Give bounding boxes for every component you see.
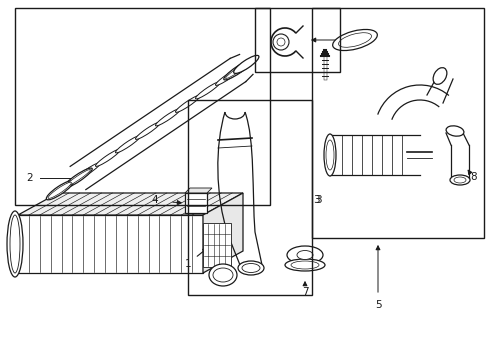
Ellipse shape	[449, 175, 469, 185]
Text: 7: 7	[301, 287, 307, 297]
Ellipse shape	[75, 163, 101, 180]
Text: 2: 2	[27, 173, 33, 183]
Ellipse shape	[432, 68, 446, 84]
Ellipse shape	[332, 30, 377, 50]
Bar	[254, 8, 339, 72]
Bar	[311, 8, 483, 238]
Polygon shape	[184, 188, 212, 193]
Ellipse shape	[215, 68, 240, 85]
Ellipse shape	[225, 62, 250, 78]
Ellipse shape	[338, 33, 371, 47]
Polygon shape	[203, 193, 243, 273]
Ellipse shape	[213, 268, 232, 282]
Bar	[15, 8, 269, 205]
Ellipse shape	[155, 109, 180, 126]
Ellipse shape	[63, 168, 92, 188]
Ellipse shape	[325, 140, 333, 170]
Ellipse shape	[233, 55, 258, 73]
Ellipse shape	[48, 182, 71, 198]
Ellipse shape	[286, 246, 323, 264]
Ellipse shape	[224, 60, 252, 80]
Text: 3: 3	[314, 195, 321, 205]
Ellipse shape	[238, 261, 264, 275]
Polygon shape	[18, 193, 243, 215]
Ellipse shape	[95, 149, 120, 166]
Ellipse shape	[47, 191, 63, 253]
Ellipse shape	[285, 259, 325, 271]
Text: 6: 6	[346, 35, 353, 45]
Ellipse shape	[135, 122, 160, 139]
Ellipse shape	[453, 177, 465, 183]
Ellipse shape	[290, 261, 318, 269]
Polygon shape	[18, 215, 203, 273]
Polygon shape	[203, 223, 230, 267]
Bar	[187, 100, 311, 295]
Ellipse shape	[208, 264, 237, 286]
Ellipse shape	[324, 134, 335, 176]
Text: 5: 5	[374, 300, 381, 310]
Ellipse shape	[65, 170, 90, 186]
Ellipse shape	[272, 34, 288, 50]
Text: 3: 3	[312, 195, 319, 205]
Ellipse shape	[296, 251, 312, 260]
Ellipse shape	[242, 264, 260, 273]
Text: 8: 8	[470, 172, 476, 182]
Ellipse shape	[115, 136, 140, 153]
Ellipse shape	[7, 211, 23, 277]
Ellipse shape	[175, 95, 200, 112]
Text: 1: 1	[184, 259, 191, 269]
Ellipse shape	[10, 215, 20, 273]
Text: 4: 4	[151, 195, 158, 205]
Ellipse shape	[195, 82, 220, 99]
Bar	[184, 193, 206, 213]
Ellipse shape	[276, 38, 285, 46]
Ellipse shape	[46, 181, 73, 200]
Ellipse shape	[445, 126, 463, 136]
